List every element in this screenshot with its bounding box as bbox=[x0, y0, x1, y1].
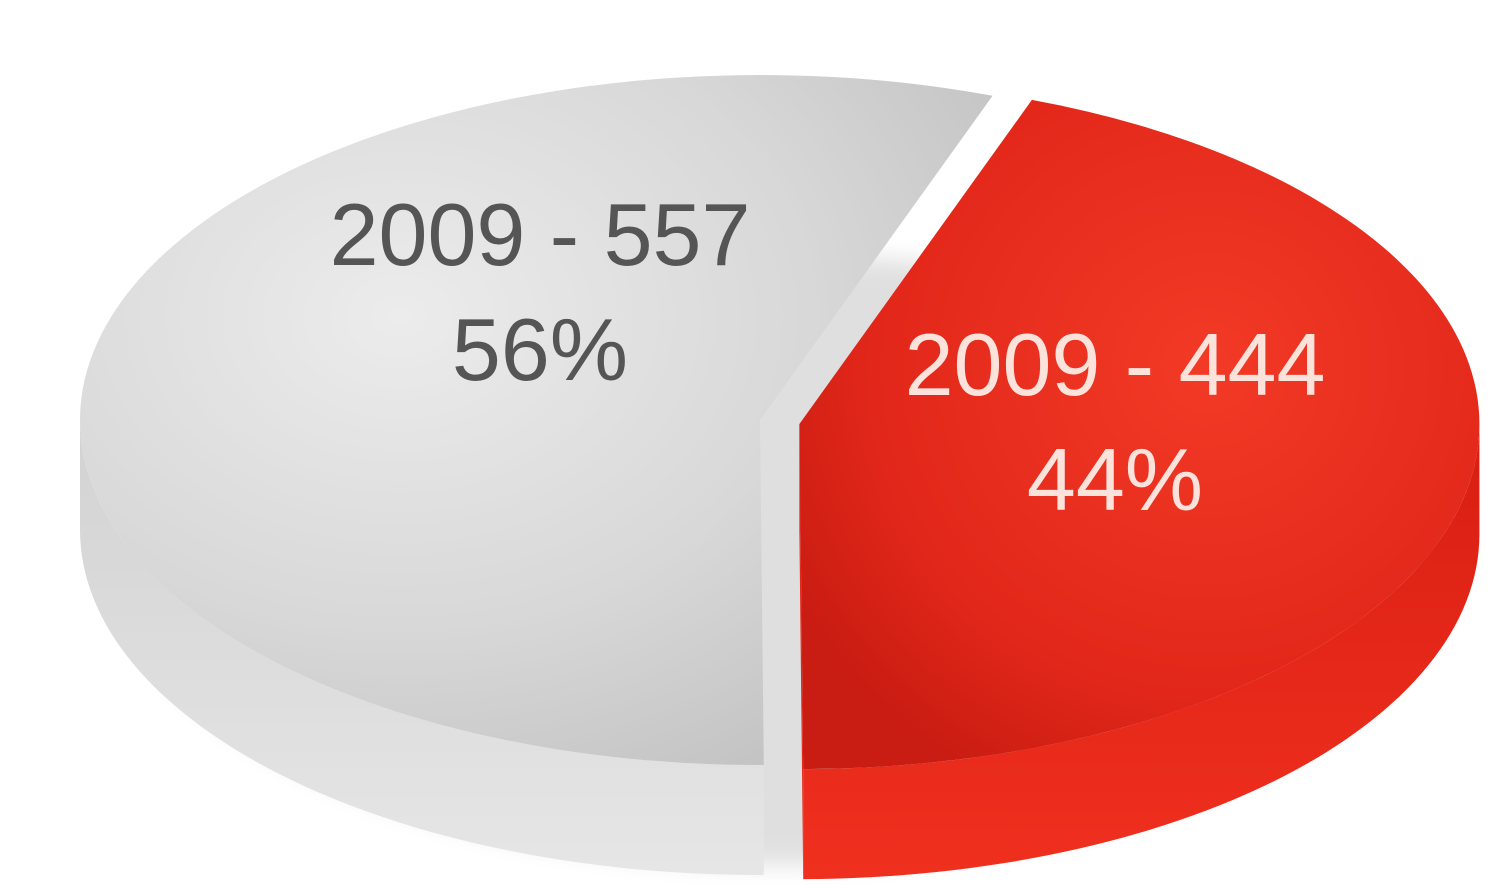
slice-side-1 bbox=[80, 420, 764, 876]
slice-label-1-value: 2009 - 557 bbox=[330, 185, 751, 284]
slice-side-2 bbox=[803, 424, 1480, 880]
slice-label-1-percent: 56% bbox=[452, 300, 628, 399]
slice-label-2-percent: 44% bbox=[1027, 430, 1203, 529]
pie-slice-1 bbox=[80, 75, 993, 766]
pie-slice-2 bbox=[799, 99, 1480, 770]
slice-label-2-value: 2009 - 444 bbox=[905, 315, 1326, 414]
slice-wall-2 bbox=[799, 424, 804, 880]
